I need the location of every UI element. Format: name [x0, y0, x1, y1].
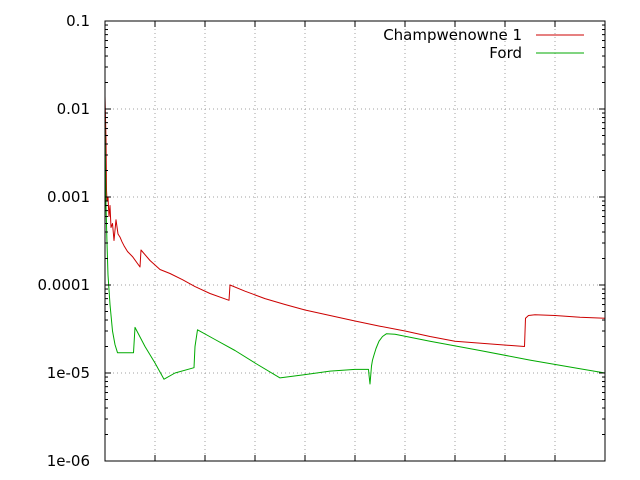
- y-tick-label: 0.01: [57, 100, 90, 118]
- series-lines: [104, 96, 606, 385]
- series-line-champwenowne: [104, 96, 606, 347]
- legend-label-champwenowne: Champwenowne 1: [383, 26, 522, 44]
- grid: [105, 21, 605, 461]
- y-tick-labels: 0.1 0.01 0.001 0.0001 1e-05 1e-06: [38, 12, 91, 470]
- legend-label-ford: Ford: [489, 44, 522, 62]
- axis-ticks: [104, 20, 606, 462]
- y-tick-label: 1e-06: [47, 452, 90, 470]
- y-tick-label: 0.001: [47, 188, 90, 206]
- y-tick-label: 0.1: [66, 12, 90, 30]
- legend: Champwenowne 1 Ford: [383, 26, 584, 62]
- y-tick-label: 0.0001: [38, 276, 91, 294]
- series-line-ford: [104, 112, 606, 385]
- y-tick-label: 1e-05: [47, 364, 90, 382]
